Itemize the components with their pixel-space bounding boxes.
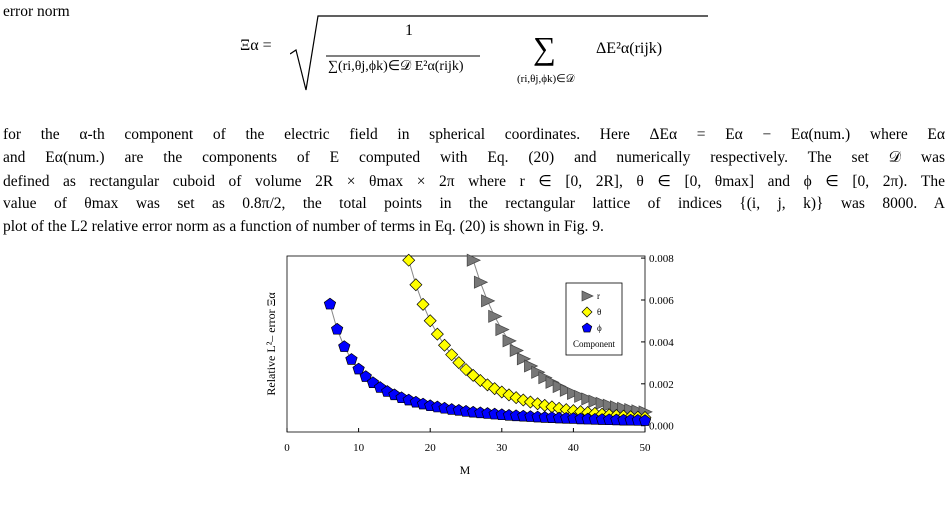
legend-label: r [597, 291, 600, 301]
paragraph-line: plot of the L2 relative error norm as a … [3, 218, 604, 235]
data-point [574, 389, 589, 403]
legend-marker [581, 306, 593, 318]
y-tick-label: 0.004 [649, 337, 674, 349]
y-tick-label: 0.006 [649, 295, 674, 307]
data-point [416, 297, 430, 311]
data-point [588, 394, 603, 408]
paragraph-line: for the α-th component of the electric f… [3, 126, 945, 143]
y-tick-label: 0.008 [649, 253, 674, 265]
data-point [438, 338, 452, 352]
data-point [638, 414, 652, 426]
legend-label: θ [597, 307, 601, 317]
paragraph-line: defined as rectangular cuboid of volume … [3, 173, 945, 190]
data-point [516, 352, 532, 366]
data-point [473, 275, 489, 289]
formula-sum-index: (ri,θj,ϕk)∈𝒟 [517, 73, 575, 85]
data-point [595, 396, 610, 410]
formula-numerator: 1 [405, 22, 413, 39]
data-point [430, 327, 444, 341]
x-tick-label: 10 [353, 442, 365, 454]
x-tick-label: 20 [425, 442, 437, 454]
legend-title: Component [573, 339, 615, 349]
intro-text: error norm [3, 3, 70, 20]
formula-sum: ∑ [533, 30, 556, 66]
legend-marker [581, 290, 594, 302]
data-point [459, 363, 473, 377]
data-point [559, 383, 575, 397]
data-point [524, 359, 539, 373]
data-point [545, 375, 560, 389]
data-point [331, 322, 344, 335]
data-point [509, 343, 524, 358]
x-tick-label: 30 [496, 442, 508, 454]
y-tick-label: 0.000 [649, 421, 674, 433]
data-point [338, 340, 351, 352]
formula-lhs: Ξα = [240, 37, 272, 54]
paragraph-line: value of θmax was set as 0.8π/2, the tot… [3, 195, 945, 212]
data-point [602, 398, 618, 412]
formula-summand: ΔE²α(rijk) [596, 40, 663, 57]
y-tick-label: 0.002 [649, 379, 674, 391]
plot-frame [286, 255, 646, 433]
data-point [452, 356, 466, 370]
data-point [495, 322, 510, 337]
x-tick-label: 0 [284, 442, 290, 454]
data-point [445, 348, 459, 362]
data-point [531, 365, 546, 379]
data-point [502, 334, 517, 348]
data-point [359, 370, 372, 382]
legend-label: ϕ [597, 323, 602, 333]
data-point [402, 253, 416, 267]
paragraph-line: and Eα(num.) are the components of E com… [3, 149, 945, 166]
data-point [323, 297, 337, 310]
x-axis-label: M [460, 463, 471, 477]
data-point [466, 253, 481, 267]
y-axis-label: Relative L²– error Ξα [264, 292, 278, 396]
x-tick-label: 40 [568, 442, 580, 454]
legend-marker [581, 322, 593, 333]
data-point [538, 371, 553, 385]
data-point [345, 353, 358, 365]
x-tick-label: 50 [640, 442, 652, 454]
sqrt-sign [290, 15, 708, 91]
legend-box [565, 282, 623, 356]
data-point [552, 379, 567, 394]
data-point [567, 386, 582, 400]
data-point [352, 362, 365, 375]
data-point [488, 309, 503, 323]
data-point [581, 392, 596, 406]
data-point [481, 294, 496, 308]
formula-denominator: ∑(ri,θj,ϕk)∈𝒟 E²α(rijk) [328, 59, 464, 74]
chart: M Relative L²– error Ξα 0 10 20 30 40 50 0.000… [264, 253, 674, 477]
data-point [423, 314, 437, 328]
data-point [502, 388, 516, 402]
data-point [409, 278, 423, 292]
